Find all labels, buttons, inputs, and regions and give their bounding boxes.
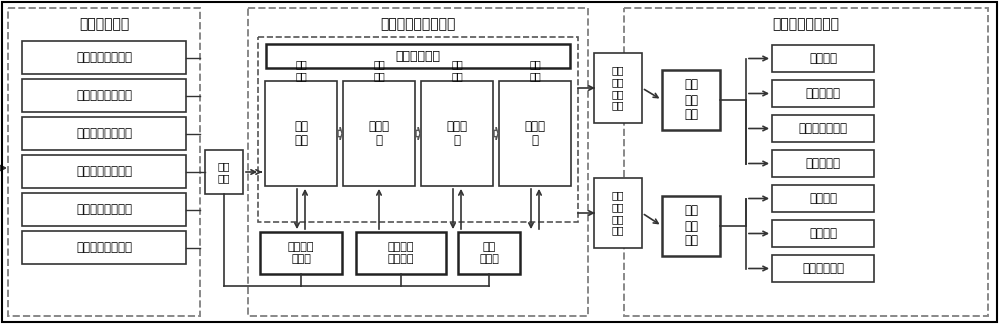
Text: 焦垢清除: 焦垢清除 [809, 227, 837, 240]
Bar [266, 44, 570, 68]
Bar [624, 8, 988, 316]
Bar [356, 232, 446, 274]
Text: 故障
诊断
预测
结果: 故障 诊断 预测 结果 [612, 191, 624, 236]
Text: 远程监控系统: 远程监控系统 [79, 17, 129, 31]
Bar [772, 80, 874, 107]
Text: 智能运维控制系统: 智能运维控制系统 [772, 17, 840, 31]
Text: 状态识
别: 状态识 别 [368, 120, 390, 147]
Text: 导热油控温: 导热油控温 [806, 87, 840, 100]
Bar [343, 81, 415, 186]
Bar [22, 231, 186, 264]
Polygon shape [338, 127, 342, 140]
Text: 参数预
测: 参数预 测 [446, 120, 468, 147]
Text: 热媒泄露监控模块: 热媒泄露监控模块 [76, 51, 132, 64]
Text: 流速控制: 流速控制 [809, 52, 837, 65]
Text: 运行状态监测模块: 运行状态监测模块 [76, 241, 132, 254]
Bar [22, 155, 186, 188]
Bar [22, 117, 186, 150]
Text: 神经网络
预测模型: 神经网络 预测模型 [388, 242, 414, 264]
Text: 导热油更换: 导热油更换 [806, 157, 840, 170]
Bar [8, 8, 200, 316]
Bar [258, 37, 578, 222]
Text: 风险
评估: 风险 评估 [529, 59, 541, 81]
Bar [662, 196, 720, 256]
Text: 管壁结垢监测模块: 管壁结垢监测模块 [76, 203, 132, 216]
Text: 故障诊
断: 故障诊 断 [524, 120, 546, 147]
Text: 数据
来源: 数据 来源 [218, 161, 230, 183]
Text: 备用电路启动: 备用电路启动 [802, 262, 844, 275]
Text: 泄露处理: 泄露处理 [809, 192, 837, 205]
Bar [248, 8, 588, 316]
Text: 热媒超压监控模块: 热媒超压监控模块 [76, 165, 132, 178]
Text: 日常
维护
指令: 日常 维护 指令 [684, 78, 698, 122]
Bar [22, 193, 186, 226]
Bar [772, 185, 874, 212]
Text: 热媒过热监控模块: 热媒过热监控模块 [76, 127, 132, 140]
Polygon shape [494, 127, 498, 140]
Text: 导热油脱气脱水: 导热油脱气脱水 [798, 122, 848, 135]
Bar [265, 81, 337, 186]
Bar [458, 232, 520, 274]
Polygon shape [416, 127, 420, 140]
Bar [772, 150, 874, 177]
Text: 故障
处理
指令: 故障 处理 指令 [684, 204, 698, 248]
Bar [260, 232, 342, 274]
Bar [594, 53, 642, 123]
Bar [594, 178, 642, 248]
Text: 历史运行
数据库: 历史运行 数据库 [288, 242, 314, 264]
Text: 特征
提取: 特征 提取 [295, 59, 307, 81]
Bar [772, 45, 874, 72]
Bar [499, 81, 571, 186]
Text: 诊断分析模块: 诊断分析模块 [396, 50, 440, 63]
Bar [662, 70, 720, 130]
Text: 运行
判断: 运行 判断 [373, 59, 385, 81]
Bar [22, 41, 186, 74]
Bar [772, 220, 874, 247]
Text: 运行
状态
识别
结果: 运行 状态 识别 结果 [612, 66, 624, 111]
Bar [772, 255, 874, 282]
Text: 数据
分析: 数据 分析 [294, 120, 308, 147]
Text: 数据
驱动: 数据 驱动 [451, 59, 463, 81]
Text: 热媒品质监控模块: 热媒品质监控模块 [76, 89, 132, 102]
Text: 诊断
知识库: 诊断 知识库 [479, 242, 499, 264]
Bar [421, 81, 493, 186]
Bar [22, 79, 186, 112]
Bar [772, 115, 874, 142]
Text: 故障诊断与预测系统: 故障诊断与预测系统 [380, 17, 456, 31]
Bar [205, 150, 243, 194]
